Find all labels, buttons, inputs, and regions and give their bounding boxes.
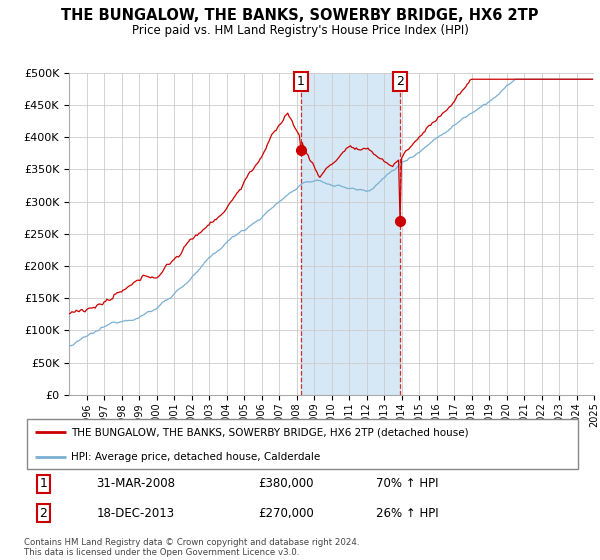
Text: 70% ↑ HPI: 70% ↑ HPI <box>376 478 438 491</box>
Text: THE BUNGALOW, THE BANKS, SOWERBY BRIDGE, HX6 2TP: THE BUNGALOW, THE BANKS, SOWERBY BRIDGE,… <box>61 8 539 24</box>
Text: Price paid vs. HM Land Registry's House Price Index (HPI): Price paid vs. HM Land Registry's House … <box>131 24 469 37</box>
Text: £270,000: £270,000 <box>259 507 314 520</box>
FancyBboxPatch shape <box>27 419 578 469</box>
Text: 26% ↑ HPI: 26% ↑ HPI <box>376 507 438 520</box>
Text: HPI: Average price, detached house, Calderdale: HPI: Average price, detached house, Cald… <box>71 451 320 461</box>
Text: 18-DEC-2013: 18-DEC-2013 <box>97 507 175 520</box>
Text: THE BUNGALOW, THE BANKS, SOWERBY BRIDGE, HX6 2TP (detached house): THE BUNGALOW, THE BANKS, SOWERBY BRIDGE,… <box>71 427 469 437</box>
Text: 1: 1 <box>297 74 305 88</box>
Text: Contains HM Land Registry data © Crown copyright and database right 2024.
This d: Contains HM Land Registry data © Crown c… <box>24 538 359 557</box>
Text: £380,000: £380,000 <box>259 478 314 491</box>
Text: 2: 2 <box>396 74 404 88</box>
Text: 31-MAR-2008: 31-MAR-2008 <box>97 478 176 491</box>
Text: 1: 1 <box>40 478 47 491</box>
Bar <box>301 73 400 395</box>
Text: 2: 2 <box>40 507 47 520</box>
